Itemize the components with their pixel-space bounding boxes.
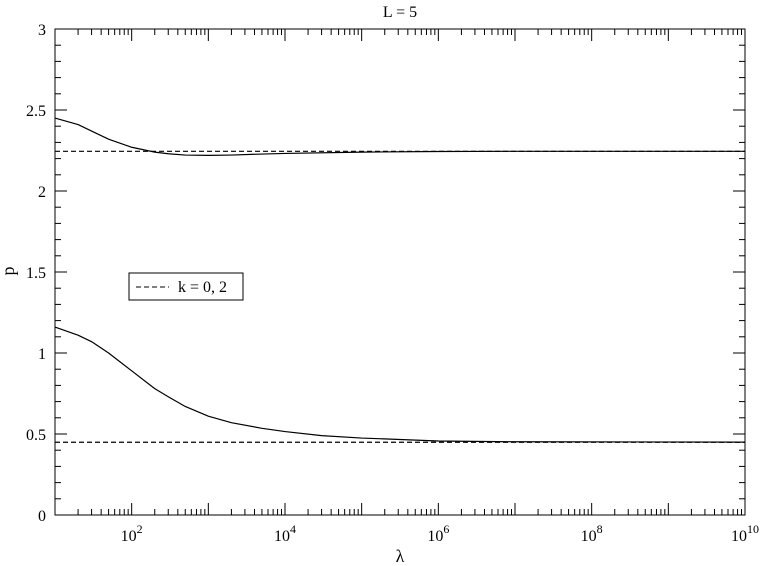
y-tick-label: 2.5 xyxy=(26,103,46,120)
x-tick-label: 1010 xyxy=(731,522,759,545)
x-tick-label: 108 xyxy=(581,522,603,545)
y-tick-label: 0.5 xyxy=(26,427,46,444)
x-axis-label: λ xyxy=(396,546,405,566)
x-tick-label: 104 xyxy=(274,522,296,545)
solid-curve-0 xyxy=(54,117,745,156)
plot-lines xyxy=(54,117,746,443)
y-tick-label: 1.5 xyxy=(26,265,46,282)
y-axis-label: p xyxy=(0,267,18,276)
x-tick-label: 106 xyxy=(427,522,449,545)
axis-tick-labels: 102 104 106 108 1010 0 0.5 1 1.5 2 2.5 3 xyxy=(26,22,759,545)
chart-title: L = 5 xyxy=(383,4,417,21)
solid-curve-1 xyxy=(54,326,746,443)
y-tick-label: 1 xyxy=(38,346,46,363)
plot-frame xyxy=(54,28,746,516)
legend: k = 0, 2 xyxy=(128,272,244,301)
legend-entry-label: k = 0, 2 xyxy=(178,279,227,296)
y-tick-label: 3 xyxy=(38,22,46,39)
y-tick-label: 2 xyxy=(38,184,46,201)
x-tick-label: 102 xyxy=(121,522,143,545)
y-tick-label: 0 xyxy=(38,508,46,525)
